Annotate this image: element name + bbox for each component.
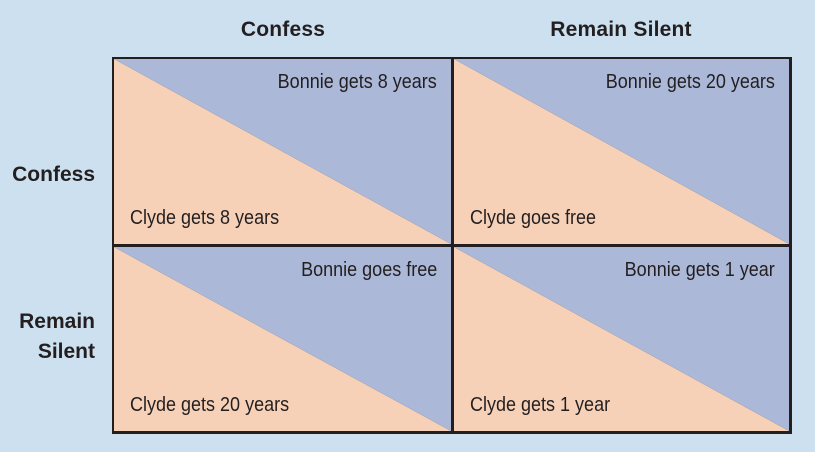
cell-split-diagonal [454,59,789,244]
clyde-outcome: Clyde goes free [470,207,597,229]
payoff-matrix: Bonnie gets 8 years Clyde gets 8 years B… [112,57,792,434]
cell-split-diagonal [114,247,451,431]
bonnie-region [454,59,789,244]
cell-confess-remain-silent: Bonnie gets 20 years Clyde goes free [454,59,789,244]
clyde-outcome: Clyde gets 20 years [130,394,290,416]
row-header-remain-silent: Remain Silent [19,307,95,367]
cell-split-diagonal [454,247,789,431]
row-header-remain-silent-line-1: Remain [19,310,95,333]
bonnie-outcome: Bonnie goes free [300,259,437,281]
bonnie-outcome: Bonnie gets 8 years [277,71,437,93]
row-header-remain-silent-line-2: Silent [37,340,95,363]
row-header-confess: Confess [12,160,95,190]
bonnie-region [454,247,789,431]
cell-split-diagonal [114,59,451,244]
column-header-confess: Confess [240,18,326,41]
cell-remain-silent-confess: Bonnie goes free Clyde gets 20 years [114,247,451,431]
row-header-confess-line: Confess [12,163,95,186]
clyde-outcome: Clyde gets 1 year [470,394,611,416]
bonnie-region [114,247,451,431]
cell-remain-silent-remain-silent: Bonnie gets 1 year Clyde gets 1 year [454,247,789,431]
bonnie-outcome: Bonnie gets 1 year [624,259,775,281]
cell-confess-confess: Bonnie gets 8 years Clyde gets 8 years [114,59,451,244]
clyde-outcome: Clyde gets 8 years [130,207,280,229]
column-header-remain-silent: Remain Silent [550,18,692,41]
bonnie-region [114,59,451,244]
bonnie-outcome: Bonnie gets 20 years [605,71,775,93]
